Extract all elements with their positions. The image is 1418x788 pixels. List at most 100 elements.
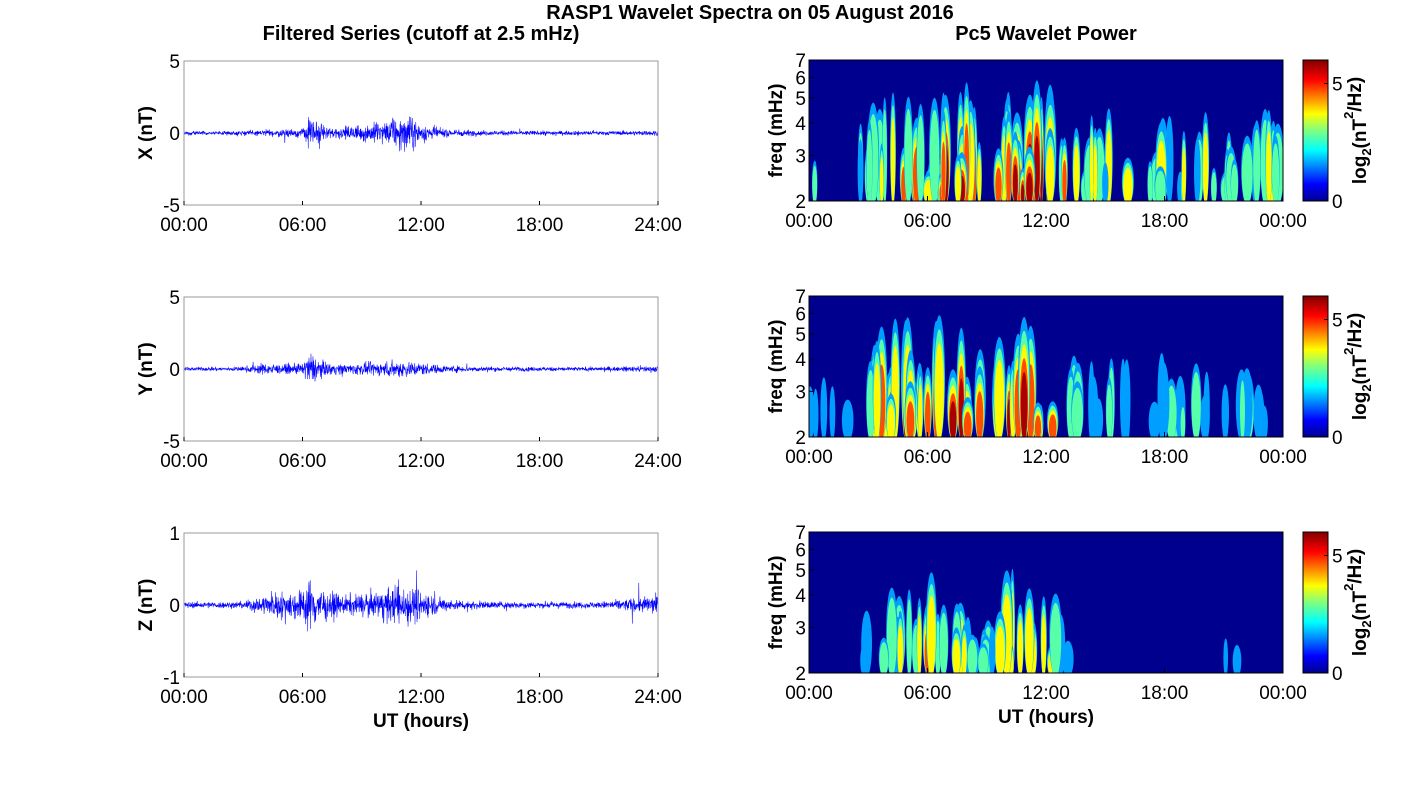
- power-blob: [1181, 147, 1186, 201]
- colorbar-label: log2(nT2/Hz): [1341, 313, 1374, 420]
- x-tick-label: 12:00: [397, 451, 445, 472]
- power-blob: [963, 411, 972, 437]
- y-tick-label: 3: [795, 618, 806, 639]
- y-tick-label: 2: [795, 428, 806, 449]
- x-tick-label: 06:00: [904, 211, 952, 232]
- power-blob: [866, 129, 873, 201]
- x-tick-label: 06:00: [279, 451, 327, 472]
- colorbar-gradient: [1302, 59, 1329, 202]
- x-tick-label: 12:00: [1022, 683, 1070, 704]
- colorbar-tick-label: 0: [1332, 428, 1343, 449]
- y-tick-label: 5: [795, 325, 806, 346]
- power-blob: [939, 612, 948, 673]
- power-blob: [1240, 380, 1245, 437]
- x-axis-label: UT (hours): [998, 707, 1094, 728]
- y-tick-label: 7: [795, 287, 806, 308]
- series-line-z: [183, 570, 659, 632]
- power-blob: [1062, 160, 1067, 201]
- x-tick-label: 18:00: [516, 215, 564, 236]
- y-axis-label: Y (nT): [136, 342, 157, 395]
- x-tick-label: 24:00: [634, 215, 682, 236]
- power-blob: [829, 386, 836, 437]
- power-blob: [1025, 608, 1034, 673]
- power-blob: [1102, 162, 1109, 201]
- power-blob: [967, 639, 978, 673]
- power-blob: [1200, 394, 1210, 437]
- power-blob: [1253, 129, 1261, 201]
- power-blob: [1088, 368, 1094, 437]
- power-blob: [1041, 614, 1047, 673]
- x-tick-label: 06:00: [279, 215, 327, 236]
- colorbar-label: log2(nT2/Hz): [1341, 549, 1374, 656]
- timeseries-panel-x: 5 0 -500:00 06:00 12:00 18:00 24:00 X (nT): [136, 52, 682, 236]
- power-blob: [879, 642, 889, 673]
- left-column-title: Filtered Series (cutoff at 2.5 mHz): [263, 23, 580, 45]
- power-blob: [978, 647, 989, 673]
- power-blob: [1073, 145, 1080, 201]
- x-tick-label: 00:00: [1259, 211, 1307, 232]
- power-blob: [809, 386, 815, 437]
- power-blob: [1089, 135, 1094, 201]
- power-blob: [1165, 116, 1174, 201]
- power-blob: [887, 404, 895, 437]
- power-blob: [1211, 172, 1217, 201]
- y-axis-label: freq (mHz): [766, 320, 787, 414]
- y-tick-label: 6: [795, 540, 806, 561]
- power-blob: [934, 343, 944, 437]
- x-tick-label: 18:00: [516, 451, 564, 472]
- y-tick-label: 7: [795, 523, 806, 544]
- power-blob: [952, 638, 961, 673]
- power-blob: [918, 384, 923, 437]
- colorbar-label-part: /Hz): [1345, 77, 1366, 112]
- colorbar-label-part: (nT: [1350, 119, 1371, 149]
- power-blob: [873, 363, 881, 437]
- x-tick-label: 06:00: [904, 447, 952, 468]
- y-tick-label: 4: [795, 114, 806, 135]
- colorbar-label-part: (nT: [1350, 591, 1371, 621]
- power-blob: [1006, 142, 1012, 201]
- power-blob: [1123, 168, 1133, 201]
- y-tick-label: 6: [795, 68, 806, 89]
- power-blob: [976, 391, 984, 437]
- x-tick-label: 06:00: [279, 687, 327, 708]
- power-blob: [1012, 164, 1018, 201]
- power-blob: [995, 167, 1002, 201]
- power-blob: [1223, 638, 1228, 673]
- power-blob: [1071, 387, 1083, 437]
- power-blob: [879, 157, 884, 201]
- timeseries-panel-y: 5 0 -500:00 06:00 12:00 18:00 24:00 Y (nT): [136, 288, 682, 472]
- x-tick-label: 06:00: [904, 683, 952, 704]
- power-blob: [916, 115, 925, 201]
- power-blob: [917, 615, 922, 673]
- power-spectrum: [860, 568, 1242, 673]
- x-tick-label: 18:00: [1141, 211, 1189, 232]
- power-blob: [1021, 184, 1025, 201]
- power-blob: [1020, 372, 1028, 437]
- x-tick-label: 18:00: [1141, 447, 1189, 468]
- y-tick-label: 4: [795, 586, 806, 607]
- x-tick-label: 00:00: [160, 451, 208, 472]
- power-blob: [861, 610, 872, 673]
- x-tick-label: 00:00: [785, 211, 833, 232]
- colorbar-tick-label: 0: [1332, 664, 1343, 685]
- power-blob: [925, 391, 931, 437]
- power-blob: [906, 599, 912, 673]
- y-tick-label: 6: [795, 304, 806, 325]
- power-blob: [890, 117, 896, 201]
- power-blob: [1148, 401, 1161, 437]
- y-tick-label: 5: [795, 561, 806, 582]
- x-tick-label: 00:00: [785, 447, 833, 468]
- y-tick-label: 3: [795, 146, 806, 167]
- x-tick-label: 18:00: [1141, 683, 1189, 704]
- figure-title: RASP1 Wavelet Spectra on 05 August 2016: [546, 2, 954, 24]
- power-blob: [820, 377, 828, 437]
- x-tick-label: 12:00: [397, 215, 445, 236]
- power-blob: [1272, 143, 1280, 201]
- power-blob: [1046, 145, 1055, 201]
- colorbar-label-part: log: [1350, 156, 1371, 185]
- power-blob: [1147, 166, 1153, 201]
- power-blob: [897, 625, 903, 673]
